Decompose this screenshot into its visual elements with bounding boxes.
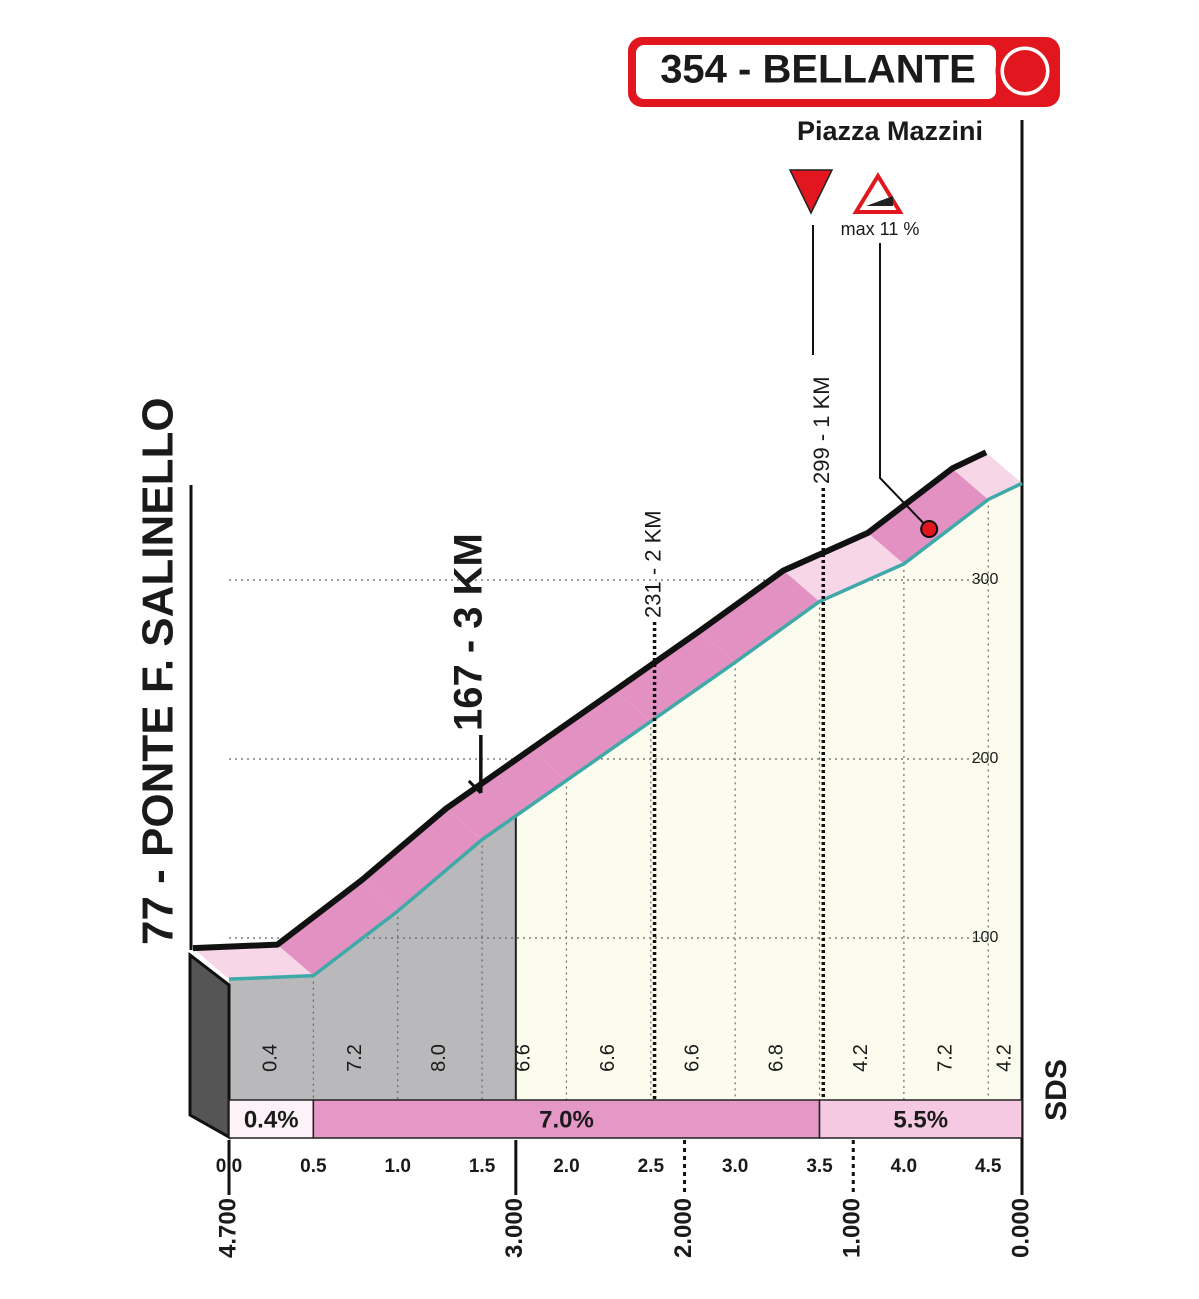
marker-label: 167 - 3 KM	[446, 533, 490, 731]
summary-label: 0.4%	[244, 1106, 299, 1133]
gradient-label: 4.2	[993, 1044, 1015, 1072]
gradient-label: 6.6	[597, 1044, 619, 1072]
gradient-label: 6.6	[513, 1044, 535, 1072]
marker-label: 77 - PONTE F. SALINELLO	[134, 397, 183, 945]
gradient-label: 8.0	[428, 1044, 450, 1072]
x2-tick-label: 2.000	[670, 1198, 697, 1258]
gradient-label: 7.2	[344, 1044, 366, 1072]
logo: SDS	[1040, 1059, 1073, 1121]
gradient-band	[277, 880, 398, 976]
summary-bar	[312, 1099, 821, 1139]
gradient-band	[783, 532, 904, 602]
chart-title: 354 - BELLANTE	[660, 48, 976, 92]
max-gradient-label: max 11 %	[841, 219, 920, 239]
gradient-band	[952, 452, 1022, 500]
gradient-band	[361, 808, 483, 912]
y-tick-label: 300	[972, 571, 999, 588]
y-tick-label: 200	[972, 750, 999, 767]
gradient-label: 6.8	[766, 1044, 788, 1072]
max-gradient-icon-slope	[866, 196, 893, 206]
gradient-label: 7.2	[934, 1044, 956, 1072]
gradient-band	[867, 468, 989, 564]
x2-tick-label: 0.000	[1007, 1198, 1034, 1258]
x-tick-label: 0.5	[300, 1156, 327, 1177]
x-tick-label: 3.0	[722, 1156, 748, 1177]
x-tick-label: 1.5	[469, 1156, 496, 1177]
profile-line	[228, 481, 1023, 981]
x2-tick-label: 4.700	[214, 1198, 241, 1258]
x-tick-label: 1.0	[385, 1156, 411, 1177]
gradient-band	[193, 944, 314, 980]
gradient-band	[530, 690, 651, 781]
summary-label: 7.0%	[539, 1106, 594, 1133]
gradient-band	[446, 749, 567, 840]
gradient-label: 0.4	[259, 1044, 281, 1072]
x-tick-label: 4.5	[975, 1156, 1002, 1177]
marker-line	[467, 779, 482, 794]
area-remaining	[515, 483, 1022, 1101]
gradient-label: 6.6	[681, 1044, 703, 1072]
x2-tick-label: 1.000	[839, 1198, 866, 1258]
gradient-label: 4.2	[850, 1044, 872, 1072]
start-block	[188, 951, 231, 1140]
marker-label: 231 - 2 KM	[640, 510, 665, 618]
max-gradient-icon	[852, 172, 904, 214]
x-tick-label: 2.5	[638, 1156, 665, 1177]
area-climbed	[229, 815, 516, 1100]
gradient-band	[614, 631, 736, 722]
title-box-inner	[636, 45, 996, 99]
x-tick-label: 2.0	[553, 1156, 579, 1177]
summary-label: 5.5%	[893, 1106, 948, 1133]
marker-label: 299 - 1 KM	[809, 376, 834, 484]
x2-tick-label: 3.000	[501, 1198, 528, 1258]
chart-subtitle: Piazza Mazzini	[797, 116, 983, 146]
max-gradient-pointer	[879, 243, 930, 530]
y-tick-label: 100	[972, 929, 999, 946]
max-gradient-dot	[920, 520, 939, 539]
last-km-flag	[788, 169, 834, 215]
x-tick-label: 3.5	[806, 1156, 833, 1177]
summary-bar	[818, 1099, 1023, 1139]
profile-top	[192, 449, 988, 952]
x-tick-label: 4.0	[891, 1156, 917, 1177]
gradient-band	[699, 570, 820, 663]
finish-icon-inner	[1004, 50, 1046, 92]
